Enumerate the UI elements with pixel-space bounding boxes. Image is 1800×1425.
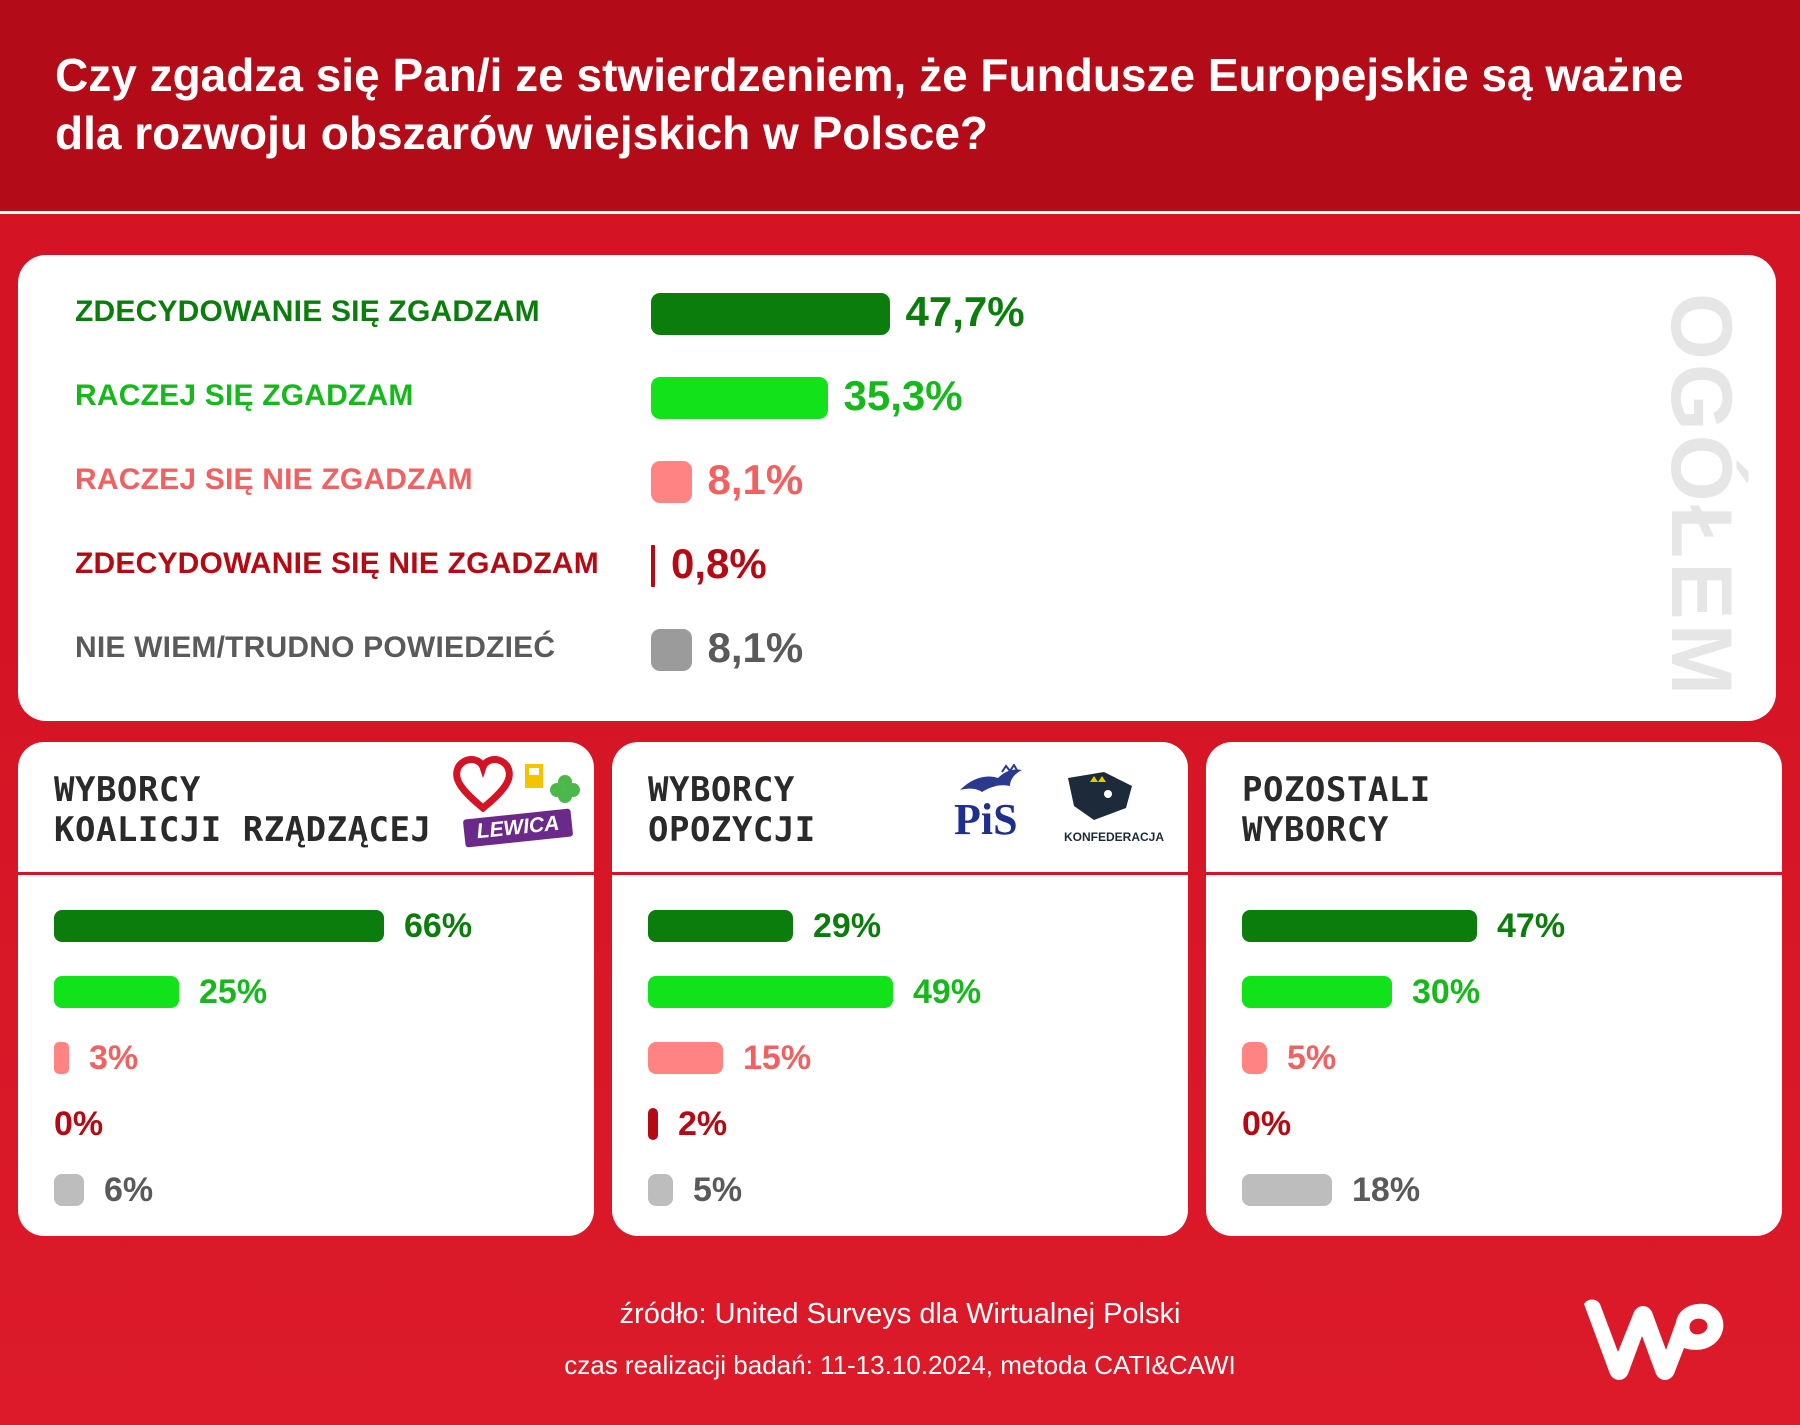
group-bar: [1242, 910, 1477, 942]
group-title-line1: WYBORCY: [648, 770, 795, 810]
wp-logo: WP: [1578, 1290, 1728, 1390]
group-title: POZOSTALI WYBORCY: [1242, 770, 1622, 850]
group-bar: [1242, 1174, 1332, 1206]
wp-logo-icon: [1584, 1299, 1724, 1380]
group-value: 3%: [89, 1039, 139, 1077]
overall-label: ZDECYDOWANIE SIĘ NIE ZGADZAM: [75, 547, 599, 580]
overall-value: 47,7%: [905, 288, 1025, 335]
lewica-logo: LEWICA: [462, 808, 574, 848]
group-row-agree: 49%: [612, 966, 1188, 1014]
group-value: 49%: [913, 973, 982, 1011]
group-title-line1: WYBORCY: [54, 770, 201, 810]
overall-value: 0,8%: [671, 540, 767, 587]
overall-row-strong-agree: ZDECYDOWANIE SIĘ ZGADZAM 47,7%: [18, 281, 1776, 341]
group-title: WYBORCY OPOZYCJI: [648, 770, 1028, 850]
konfederacja-eagle-icon: [1068, 772, 1132, 820]
group-bar: [54, 910, 384, 942]
group-row-strong-disagree: 0%: [1206, 1098, 1782, 1146]
group-bar: [54, 1042, 69, 1074]
group-row-agree: 25%: [18, 966, 594, 1014]
group-bar: [648, 910, 793, 942]
group-title-line1: POZOSTALI: [1242, 770, 1431, 810]
group-row-dont-know: 18%: [1206, 1164, 1782, 1212]
group-panel-opposition: WYBORCY OPOZYCJI PiS KONFEDERACJA 29% 49%…: [612, 742, 1188, 1236]
group-row-strong-agree: 29%: [612, 900, 1188, 948]
group-title-line2: WYBORCY: [1242, 810, 1389, 850]
overall-side-label: OGÓŁEM: [1653, 293, 1749, 700]
group-row-strong-disagree: 0%: [18, 1098, 594, 1146]
konfederacja-logo: KONFEDERACJA: [1064, 830, 1165, 844]
group-bar: [648, 1174, 673, 1206]
source-note: źródło: United Surveys dla Wirtualnej Po…: [619, 1298, 1181, 1330]
group-row-disagree: 15%: [612, 1032, 1188, 1080]
group-divider: [1206, 872, 1782, 875]
overall-row-strong-disagree: ZDECYDOWANIE SIĘ NIE ZGADZAM 0,8%: [18, 533, 1776, 593]
group-title-line2: OPOZYCJI: [648, 810, 816, 850]
group-value: 0%: [54, 1105, 104, 1143]
overall-label: RACZEJ SIĘ NIE ZGADZAM: [75, 463, 473, 496]
group-value: 66%: [404, 907, 473, 945]
group-value: 29%: [813, 907, 882, 945]
group-row-strong-agree: 47%: [1206, 900, 1782, 948]
group-row-disagree: 3%: [18, 1032, 594, 1080]
overall-value: 8,1%: [707, 456, 804, 503]
overall-bar: [651, 377, 828, 419]
group-panel-coalition: WYBORCY KOALICJI RZĄDZĄCEJ LEWICA 66% 25%…: [18, 742, 594, 1236]
group-value: 25%: [199, 973, 268, 1011]
group-value: 2%: [678, 1105, 728, 1143]
group-value: 15%: [743, 1039, 812, 1077]
overall-label: RACZEJ SIĘ ZGADZAM: [75, 379, 414, 412]
heart-logo-icon: [453, 756, 513, 812]
overall-row-agree: RACZEJ SIĘ ZGADZAM 35,3%: [18, 365, 1776, 425]
overall-value: 35,3%: [843, 372, 963, 419]
group-title: WYBORCY KOALICJI RZĄDZĄCEJ: [54, 770, 434, 850]
group-value: 0%: [1242, 1105, 1292, 1143]
header: Czy zgadza się Pan/i ze stwierdzeniem, ż…: [0, 0, 1800, 212]
group-divider: [612, 872, 1188, 875]
group-divider: [18, 872, 594, 875]
group-row-dont-know: 6%: [18, 1164, 594, 1212]
page-title: Czy zgadza się Pan/i ze stwierdzeniem, ż…: [55, 49, 1684, 159]
group-bar: [648, 976, 893, 1008]
overall-bar: [651, 545, 655, 587]
group-value: 5%: [693, 1171, 743, 1209]
group-value: 30%: [1412, 973, 1481, 1011]
overall-row-dont-know: NIE WIEM/TRUDNO POWIEDZIEĆ 8,1%: [18, 617, 1776, 677]
group-bar: [648, 1042, 723, 1074]
group-bar: [1242, 1042, 1267, 1074]
group-title-line2: KOALICJI RZĄDZĄCEJ: [54, 810, 432, 850]
group-panel-others: POZOSTALI WYBORCY 47% 30% 5% 0% 18%: [1206, 742, 1782, 1236]
group-row-agree: 30%: [1206, 966, 1782, 1014]
group-bar: [54, 1174, 84, 1206]
trzecia-droga-logo-icon: [525, 764, 580, 803]
overall-value: 8,1%: [707, 624, 804, 671]
group-value: 6%: [104, 1171, 154, 1209]
group-value: 47%: [1497, 907, 1566, 945]
overall-row-disagree: RACZEJ SIĘ NIE ZGADZAM 8,1%: [18, 449, 1776, 509]
group-value: 18%: [1352, 1171, 1421, 1209]
pis-eagle-icon: [960, 764, 1022, 792]
survey-meta-note: czas realizacji badań: 11-13.10.2024, me…: [564, 1350, 1236, 1380]
overall-bar: [651, 461, 692, 503]
header-divider: [0, 211, 1800, 214]
group-row-disagree: 5%: [1206, 1032, 1782, 1080]
group-bar: [648, 1108, 658, 1140]
overall-bar: [651, 629, 692, 671]
overall-panel: ZDECYDOWANIE SIĘ ZGADZAM 47,7% RACZEJ SIĘ …: [18, 255, 1776, 721]
overall-label: NIE WIEM/TRUDNO POWIEDZIEĆ: [75, 631, 556, 664]
overall-label: ZDECYDOWANIE SIĘ ZGADZAM: [75, 295, 540, 328]
group-row-dont-know: 5%: [612, 1164, 1188, 1212]
pis-logo: PiS: [954, 795, 1018, 844]
group-bar: [1242, 976, 1392, 1008]
group-value: 5%: [1287, 1039, 1337, 1077]
overall-bar: [651, 293, 890, 335]
group-row-strong-disagree: 2%: [612, 1098, 1188, 1146]
group-row-strong-agree: 66%: [18, 900, 594, 948]
group-bar: [54, 976, 179, 1008]
